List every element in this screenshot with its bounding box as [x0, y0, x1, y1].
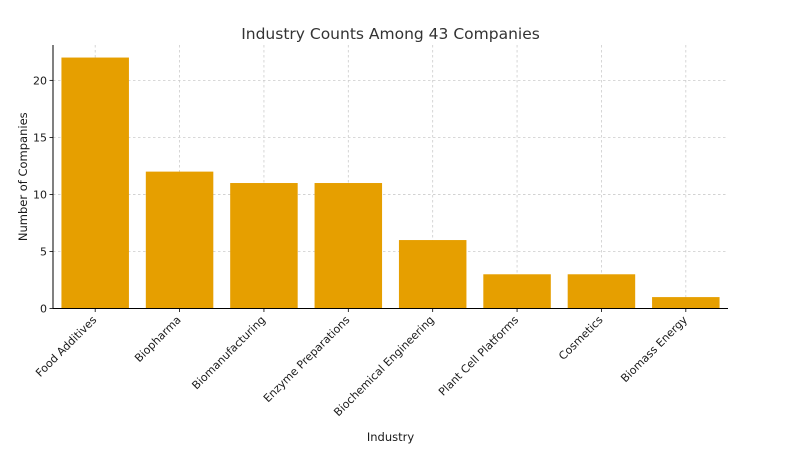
y-tick-label: 10 — [33, 188, 47, 201]
x-tick-label: Plant Cell Platforms — [436, 313, 521, 398]
bar-layer — [61, 57, 720, 309]
bar-enzyme-preparations — [314, 183, 383, 309]
chart-title: Industry Counts Among 43 Companies — [241, 25, 540, 43]
y-tick-label: 5 — [40, 245, 47, 258]
bar-cosmetics — [567, 274, 636, 309]
y-tick-label: 0 — [40, 303, 47, 316]
x-tick-label: Food Additives — [33, 313, 99, 379]
bar-food-additives — [61, 57, 129, 309]
bar-biomanufacturing — [230, 183, 298, 309]
x-tick-label: Biomanufacturing — [189, 313, 268, 392]
x-tick-label: Cosmetics — [556, 313, 606, 363]
bar-biopharma — [145, 171, 214, 309]
bar-biochemical-engineering — [398, 240, 467, 309]
y-tick-label: 20 — [33, 74, 47, 87]
x-tick-label: Enzyme Preparations — [261, 313, 353, 405]
x-tick-label: Biochemical Engineering — [331, 313, 437, 419]
x-axis-ticks: Food Additives Biopharma BiomanufacturingE… — [33, 308, 690, 419]
x-tick-label: Biomass Energy — [618, 313, 690, 385]
x-tick-label: Biopharma — [132, 313, 183, 364]
y-tick-label: 15 — [33, 131, 47, 144]
y-axis-ticks: 0 5 10 15 20 — [33, 74, 53, 316]
bar-plant-cell-platforms — [483, 274, 551, 309]
bar-biomass-energy — [652, 297, 720, 309]
x-axis-label: Industry — [367, 430, 414, 444]
y-axis-label: Number of Companies — [16, 112, 30, 241]
